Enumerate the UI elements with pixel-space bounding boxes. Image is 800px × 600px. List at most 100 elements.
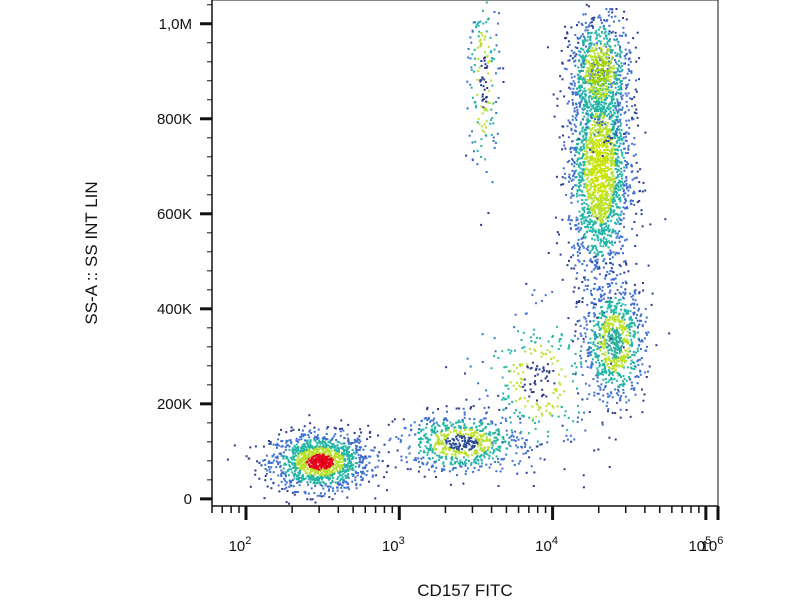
event-point [608, 348, 611, 351]
event-point [553, 115, 556, 118]
event-point [619, 56, 622, 59]
event-point [584, 317, 587, 320]
event-point [607, 306, 610, 309]
event-point [583, 51, 586, 54]
event-point [609, 208, 612, 210]
event-point [599, 144, 602, 147]
event-point [617, 198, 620, 201]
event-point [579, 55, 582, 58]
event-point [591, 162, 594, 165]
event-point [586, 190, 589, 193]
event-point [609, 242, 612, 244]
event-point [280, 473, 282, 476]
event-point [358, 464, 361, 467]
event-point [607, 356, 610, 358]
event-point [588, 24, 591, 27]
event-point [618, 312, 621, 315]
event-point [567, 241, 570, 244]
event-point [591, 165, 594, 168]
event-point [561, 125, 564, 128]
event-point [606, 43, 609, 46]
event-point [613, 180, 616, 183]
event-point [608, 316, 611, 318]
event-point [600, 383, 603, 386]
event-point [322, 444, 325, 447]
event-points [226, 1, 671, 505]
event-point [293, 448, 296, 451]
event-point [336, 478, 339, 480]
event-point [391, 420, 394, 423]
event-point [619, 185, 622, 188]
event-point [606, 149, 609, 151]
event-point [598, 159, 601, 162]
event-point [328, 496, 331, 499]
event-point [317, 453, 320, 456]
event-point [631, 384, 634, 387]
event-point [293, 477, 296, 480]
event-point [616, 176, 619, 179]
event-point [590, 113, 593, 116]
event-point [604, 385, 607, 387]
event-point [316, 450, 319, 453]
event-point [594, 157, 597, 160]
event-point [581, 126, 584, 129]
event-point [582, 69, 584, 72]
event-point [320, 495, 323, 498]
event-point [618, 194, 621, 197]
event-point [583, 77, 586, 80]
event-point [621, 303, 624, 306]
event-point [315, 479, 318, 482]
event-point [580, 69, 583, 72]
event-point [591, 63, 594, 66]
event-point [614, 200, 617, 203]
event-point [624, 57, 627, 60]
event-point [601, 224, 604, 227]
event-point [590, 155, 593, 158]
event-point [304, 464, 307, 467]
event-point [578, 138, 581, 141]
event-point [594, 203, 597, 206]
event-point [608, 291, 611, 294]
event-point [602, 88, 605, 91]
event-point [335, 448, 338, 451]
event-point [627, 194, 630, 197]
event-point [622, 315, 625, 318]
event-point [607, 83, 610, 85]
event-point [590, 168, 593, 171]
event-point [455, 421, 457, 424]
event-point [603, 37, 606, 40]
event-point [361, 456, 363, 458]
event-point [631, 105, 634, 108]
event-point [334, 451, 337, 454]
event-point [591, 237, 594, 240]
event-point [318, 464, 321, 466]
event-point [641, 388, 643, 391]
event-point [620, 86, 622, 89]
event-point [618, 321, 621, 324]
event-point [600, 298, 603, 301]
event-point [619, 142, 622, 145]
event-point [360, 479, 363, 481]
event-point [355, 447, 357, 450]
event-point [332, 463, 334, 465]
event-point [587, 278, 590, 281]
event-point [447, 428, 450, 431]
event-point [616, 136, 619, 139]
event-point [610, 333, 613, 336]
event-point [597, 211, 600, 214]
event-point [581, 398, 584, 401]
event-point [606, 217, 609, 219]
event-point [579, 184, 582, 187]
event-point [300, 447, 303, 450]
event-point [594, 83, 597, 86]
event-point [621, 139, 624, 142]
event-point [603, 326, 606, 329]
event-point [345, 453, 348, 456]
event-point [595, 160, 598, 163]
event-point [629, 378, 632, 381]
event-point [608, 335, 611, 338]
event-point [307, 445, 310, 448]
event-point [586, 29, 589, 32]
event-point [301, 465, 303, 468]
event-point [633, 291, 636, 294]
